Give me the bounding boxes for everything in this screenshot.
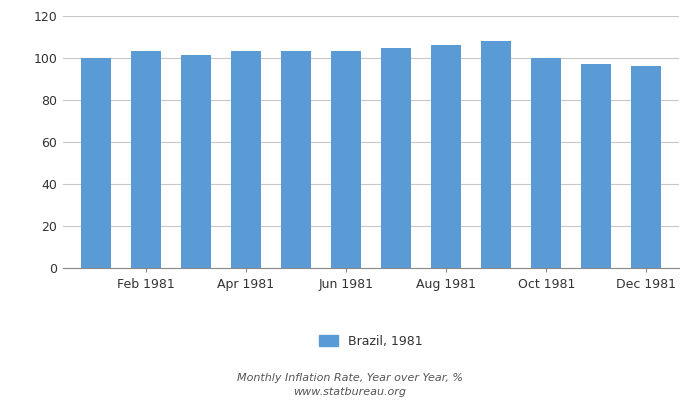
Bar: [581, 64, 611, 268]
Bar: [631, 66, 661, 268]
Bar: [331, 51, 361, 268]
Bar: [80, 58, 111, 268]
Bar: [231, 51, 261, 268]
Bar: [431, 45, 461, 268]
Text: www.statbureau.org: www.statbureau.org: [293, 387, 407, 397]
Bar: [131, 51, 161, 268]
Text: Monthly Inflation Rate, Year over Year, %: Monthly Inflation Rate, Year over Year, …: [237, 373, 463, 383]
Legend: Brazil, 1981: Brazil, 1981: [314, 330, 428, 353]
Bar: [381, 48, 411, 268]
Bar: [181, 56, 211, 268]
Bar: [481, 40, 511, 268]
Bar: [531, 58, 561, 268]
Bar: [281, 51, 311, 268]
